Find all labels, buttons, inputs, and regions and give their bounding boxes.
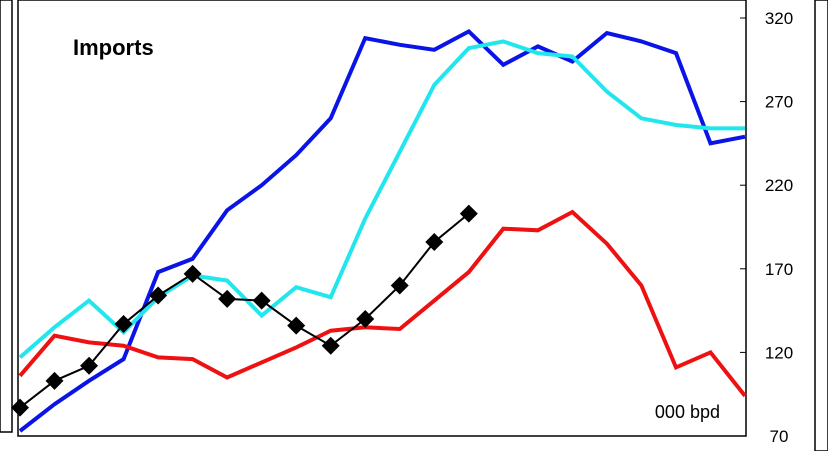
series-4-point-3 xyxy=(80,356,99,375)
series-4-point-13 xyxy=(425,233,444,252)
y-tick-label-3: 170 xyxy=(765,260,793,279)
series-4-point-2 xyxy=(45,371,64,390)
plot-area xyxy=(17,0,747,437)
series-4-point-6 xyxy=(183,264,202,283)
series-4-point-11 xyxy=(356,309,375,328)
unit-label: 000 bpd xyxy=(655,402,720,422)
y-tick-label-6: 320 xyxy=(765,9,793,28)
right-panel-edge xyxy=(814,0,828,451)
series-line-2 xyxy=(18,39,745,359)
series-4-point-1 xyxy=(11,398,29,417)
chart-title: Imports xyxy=(73,35,154,60)
y-tick-label-1: 70 xyxy=(770,427,789,446)
left-panel-edge xyxy=(0,0,13,433)
series-line-3 xyxy=(18,209,747,398)
y-axis: 70 120 170 220 270 320 xyxy=(740,9,793,446)
series-4-point-10 xyxy=(321,336,340,355)
y-tick-label-4: 220 xyxy=(765,176,793,195)
series-4-point-12 xyxy=(390,276,409,295)
series-4-point-8 xyxy=(252,291,271,310)
series-4-point-4 xyxy=(114,314,133,333)
y-tick-label-5: 270 xyxy=(765,93,793,112)
y-tick-label-2: 120 xyxy=(765,343,793,362)
series-line-4 xyxy=(19,212,470,409)
series-4-point-9 xyxy=(287,316,306,335)
series-4-point-14 xyxy=(459,204,478,223)
series-4-point-5 xyxy=(149,286,168,305)
series-4-point-7 xyxy=(218,289,237,308)
series-layer xyxy=(11,28,747,433)
